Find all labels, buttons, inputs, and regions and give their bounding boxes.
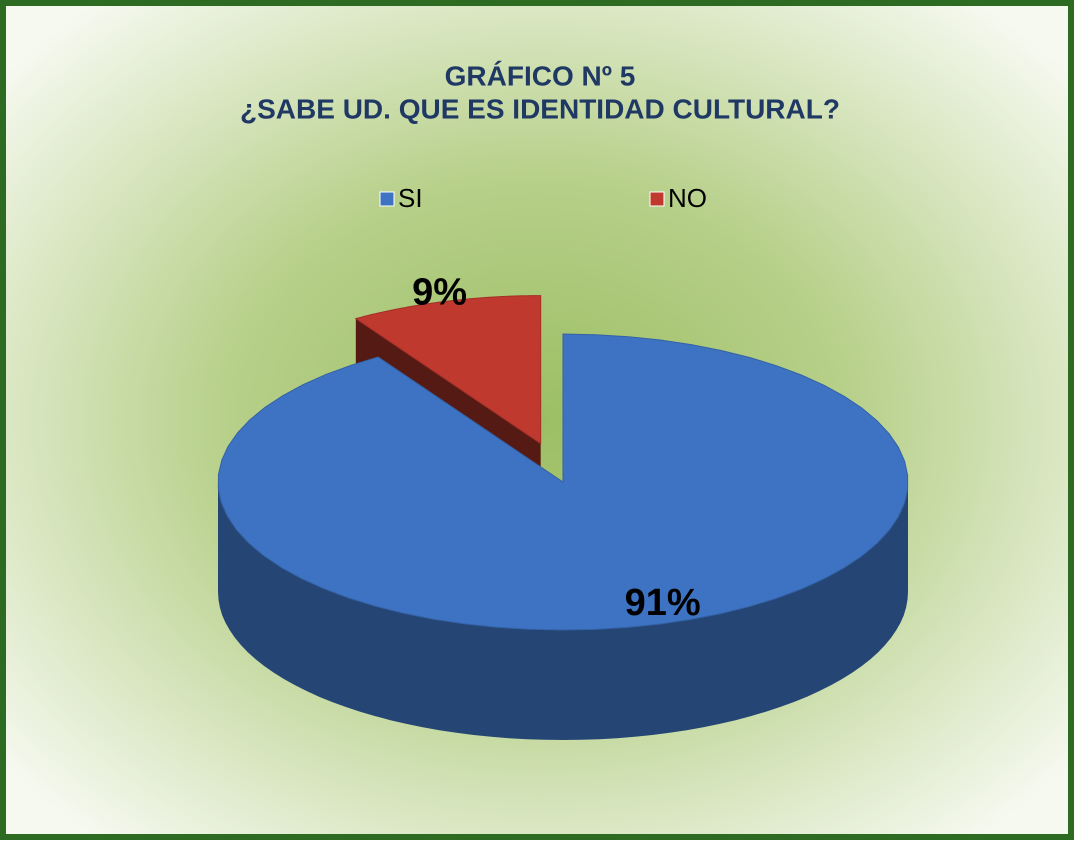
data-label: 91% — [625, 582, 701, 624]
legend-label: SI — [398, 183, 423, 213]
slice — [217, 333, 909, 631]
slice — [354, 295, 542, 445]
legend-swatch — [379, 191, 395, 207]
chart-title: GRÁFICO Nº 5 — [445, 60, 636, 91]
slice-side — [218, 482, 908, 740]
legend-swatch — [649, 191, 665, 207]
data-label: 9% — [412, 271, 467, 313]
chart-subtitle: ¿SABE UD. QUE ES IDENTIDAD CULTURAL? — [240, 93, 840, 124]
legend-label: NO — [668, 183, 707, 213]
